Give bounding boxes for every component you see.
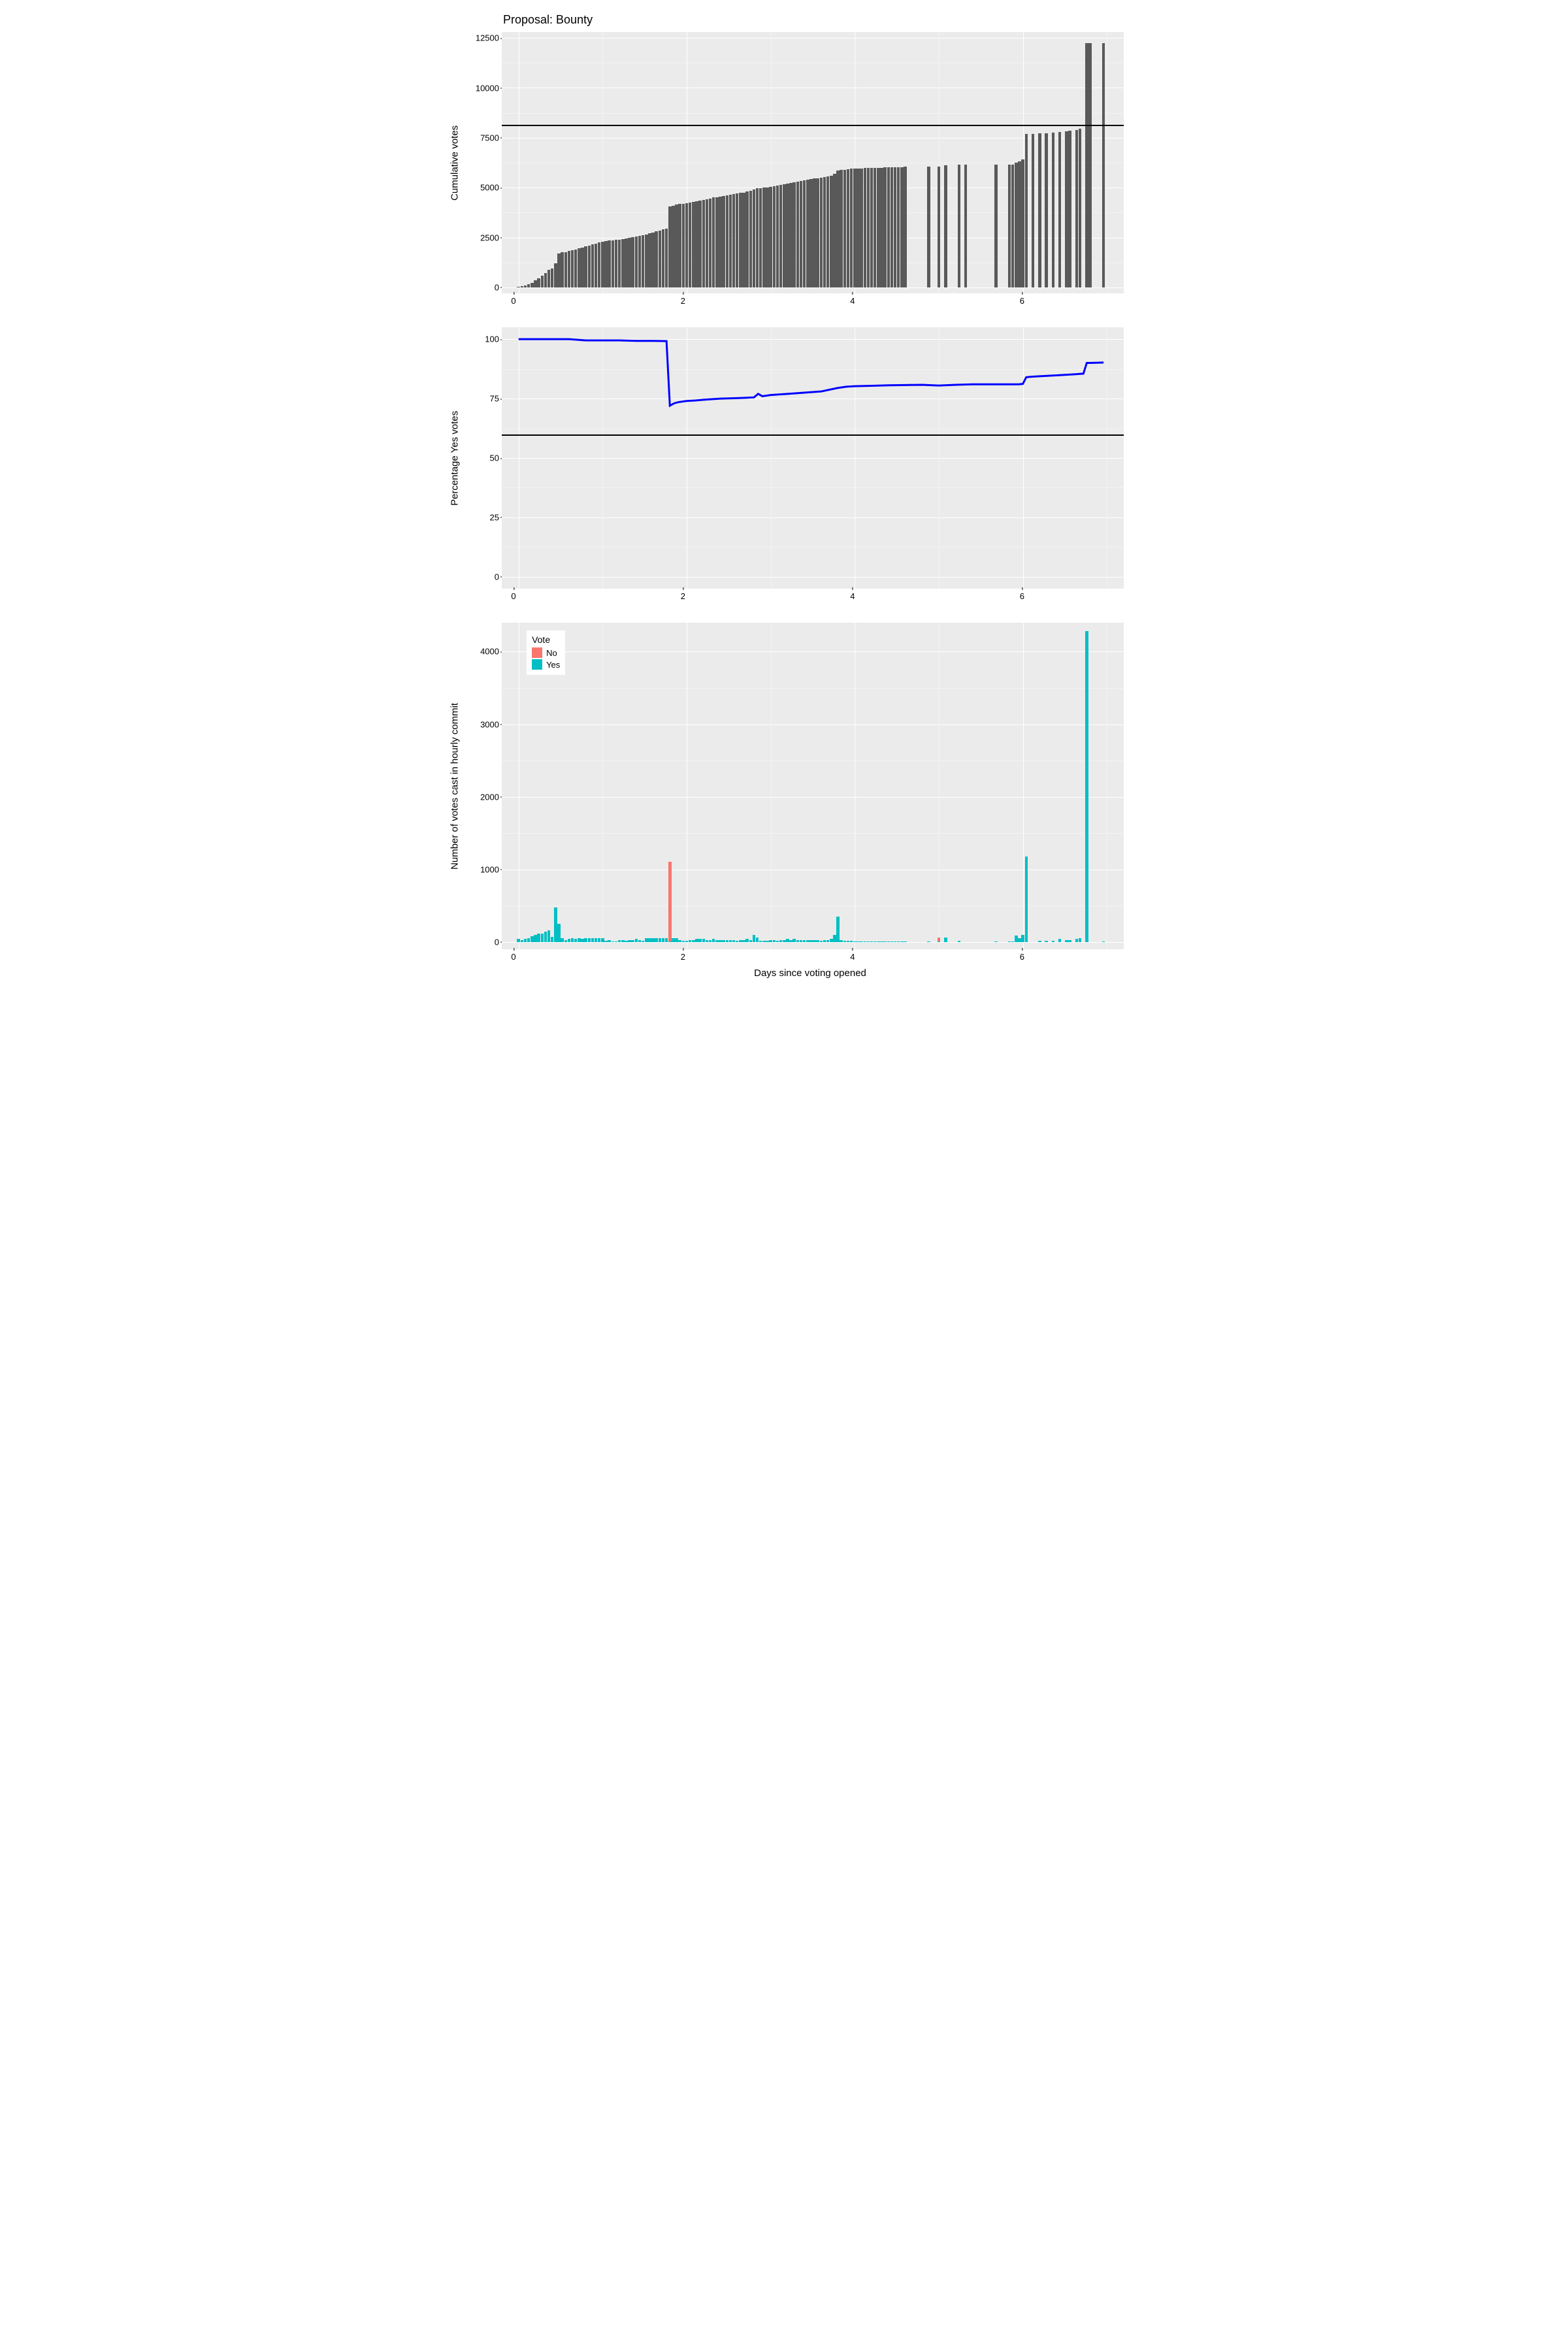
panel2-yticks: 0255075100	[465, 327, 502, 589]
panel3-yticks: 01000200030004000	[465, 623, 502, 949]
panel3-xticks: 0246	[497, 949, 1124, 964]
panel-cumulative-votes: Cumulative votes 02500500075001000012500…	[444, 32, 1124, 308]
legend-item: Yes	[532, 659, 560, 670]
figure-title: Proposal: Bounty	[503, 13, 1124, 27]
panel1-ylabel: Cumulative votes	[444, 32, 465, 293]
panel-percentage-yes: Percentage Yes votes 0255075100 0246	[444, 327, 1124, 603]
panel2-plot	[502, 327, 1124, 589]
panel1-plot	[502, 32, 1124, 293]
panel3-ylabel: Number of votes cast in hourly commit	[444, 623, 465, 949]
xlabel: Days since voting opened	[497, 968, 1124, 979]
panel1-xticks: 0246	[497, 293, 1124, 308]
legend-item: No	[532, 647, 560, 658]
panel2-ylabel: Percentage Yes votes	[444, 327, 465, 589]
legend-title: Vote	[532, 634, 560, 645]
figure-container: Proposal: Bounty Cumulative votes 025005…	[444, 13, 1124, 979]
panel2-xticks: 0246	[497, 589, 1124, 603]
panel3-plot: Vote NoYes	[502, 623, 1124, 949]
panel-hourly-votes: Number of votes cast in hourly commit 01…	[444, 623, 1124, 979]
panel1-yticks: 02500500075001000012500	[465, 32, 502, 293]
panel3-legend: Vote NoYes	[527, 630, 565, 675]
